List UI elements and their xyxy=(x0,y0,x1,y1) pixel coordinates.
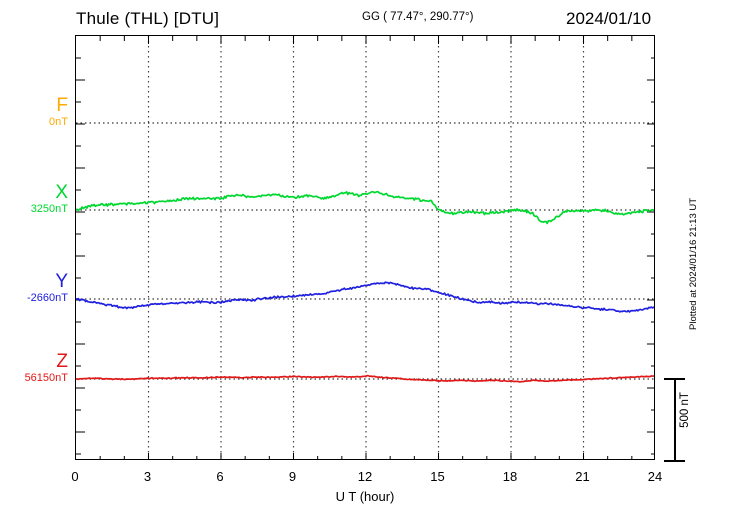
scale-bar-label: 500 nT xyxy=(679,392,691,428)
component-baseline-x: 3250nT xyxy=(30,203,68,215)
component-letter-y: Y xyxy=(55,271,68,292)
station-title: Thule (THL) [DTU] xyxy=(76,9,220,28)
scale-bar: 500 nT xyxy=(660,374,691,466)
component-label-z: Z 56150nT xyxy=(0,352,68,385)
x-tick-label-24: 24 xyxy=(647,469,663,484)
component-baseline-f: 0nT xyxy=(49,116,68,128)
scale-bar-bottom-cap xyxy=(664,460,685,462)
x-tick-label-0: 0 xyxy=(71,469,79,484)
component-label-x: X 3250nT xyxy=(0,183,68,216)
x-tick-label-9: 9 xyxy=(288,469,297,484)
plot-timestamp: Plotted at 2024/01/16 21:13 UT xyxy=(688,197,699,330)
x-tick-label-15: 15 xyxy=(430,469,445,484)
x-tick-label-6: 6 xyxy=(216,469,224,484)
plot-area xyxy=(76,36,654,459)
observation-date: 2024/01/10 xyxy=(566,9,652,28)
x-axis-title: U T (hour) xyxy=(335,489,395,504)
component-letter-z: Z xyxy=(56,351,68,372)
geographic-coordinates: GG ( 77.47°, 290.77°) xyxy=(362,11,474,23)
magnetogram-svg xyxy=(76,36,654,459)
plot-frame xyxy=(75,35,655,460)
scale-bar-line xyxy=(674,378,676,462)
component-baseline-z: 56150nT xyxy=(24,372,68,384)
component-baseline-y: -2660nT xyxy=(27,292,68,304)
x-tick-label-21: 21 xyxy=(575,469,590,484)
x-tick-label-12: 12 xyxy=(357,469,373,484)
component-letter-x: X xyxy=(55,182,68,203)
x-tick-label-18: 18 xyxy=(502,469,518,484)
component-letter-f: F xyxy=(56,95,68,116)
component-label-f: F 0nT xyxy=(0,96,68,129)
component-label-y: Y -2660nT xyxy=(0,272,68,305)
x-tick-label-3: 3 xyxy=(143,469,152,484)
